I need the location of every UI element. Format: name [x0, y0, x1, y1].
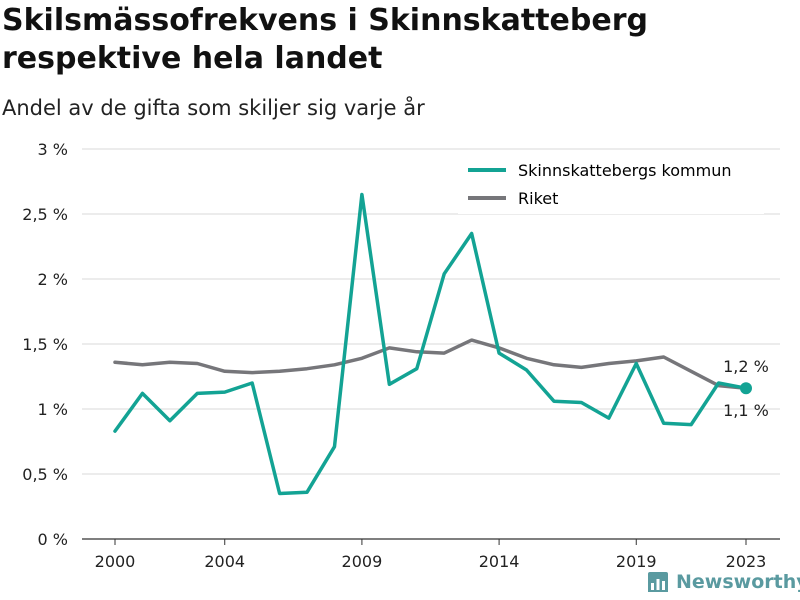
y-tick-label: 0,5 % [22, 465, 68, 484]
y-tick-label: 3 % [38, 140, 68, 159]
annotation-label: 1,1 % [723, 401, 769, 420]
x-tick-label: 2000 [95, 552, 136, 571]
y-tick-label: 1 % [38, 400, 68, 419]
x-tick-label: 2004 [204, 552, 245, 571]
legend-background [458, 150, 764, 214]
y-tick-label: 1,5 % [22, 335, 68, 354]
x-axis-ticks: 2000 2004 2009 2014 2019 2023 [95, 539, 767, 571]
brand-name: Newsworthy [676, 571, 800, 593]
series-line-kommun [113, 192, 748, 496]
y-tick-label: 2,5 % [22, 205, 68, 224]
series-lines [113, 192, 748, 496]
y-axis-ticks: 0 % 0,5 % 1 % 1,5 % 2 % 2,5 % 3 % [22, 140, 68, 549]
brand-logo: Newsworthy [646, 570, 800, 594]
series-line-riket [113, 338, 748, 390]
chart-subtitle: Andel av de gifta som skiljer sig varje … [2, 96, 425, 120]
chart-title: Skilsmässofrekvens i Skinnskatteberg res… [2, 3, 648, 76]
y-tick-label: 2 % [38, 270, 68, 289]
annotation-label: 1,2 % [723, 357, 769, 376]
end-annotations: 1,2 % 1,1 % [723, 357, 769, 420]
legend-label-riket: Riket [518, 189, 558, 208]
y-tick-label: 0 % [38, 530, 68, 549]
endpoint-marker [740, 382, 752, 395]
legend-label-kommun: Skinnskattebergs kommun [518, 161, 731, 180]
x-tick-label: 2019 [616, 552, 657, 571]
x-tick-label: 2009 [342, 552, 383, 571]
newsworthy-logo-icon [648, 572, 668, 592]
x-tick-label: 2023 [726, 552, 767, 571]
x-tick-label: 2014 [479, 552, 520, 571]
legend: Skinnskattebergs kommun Riket [458, 150, 764, 214]
